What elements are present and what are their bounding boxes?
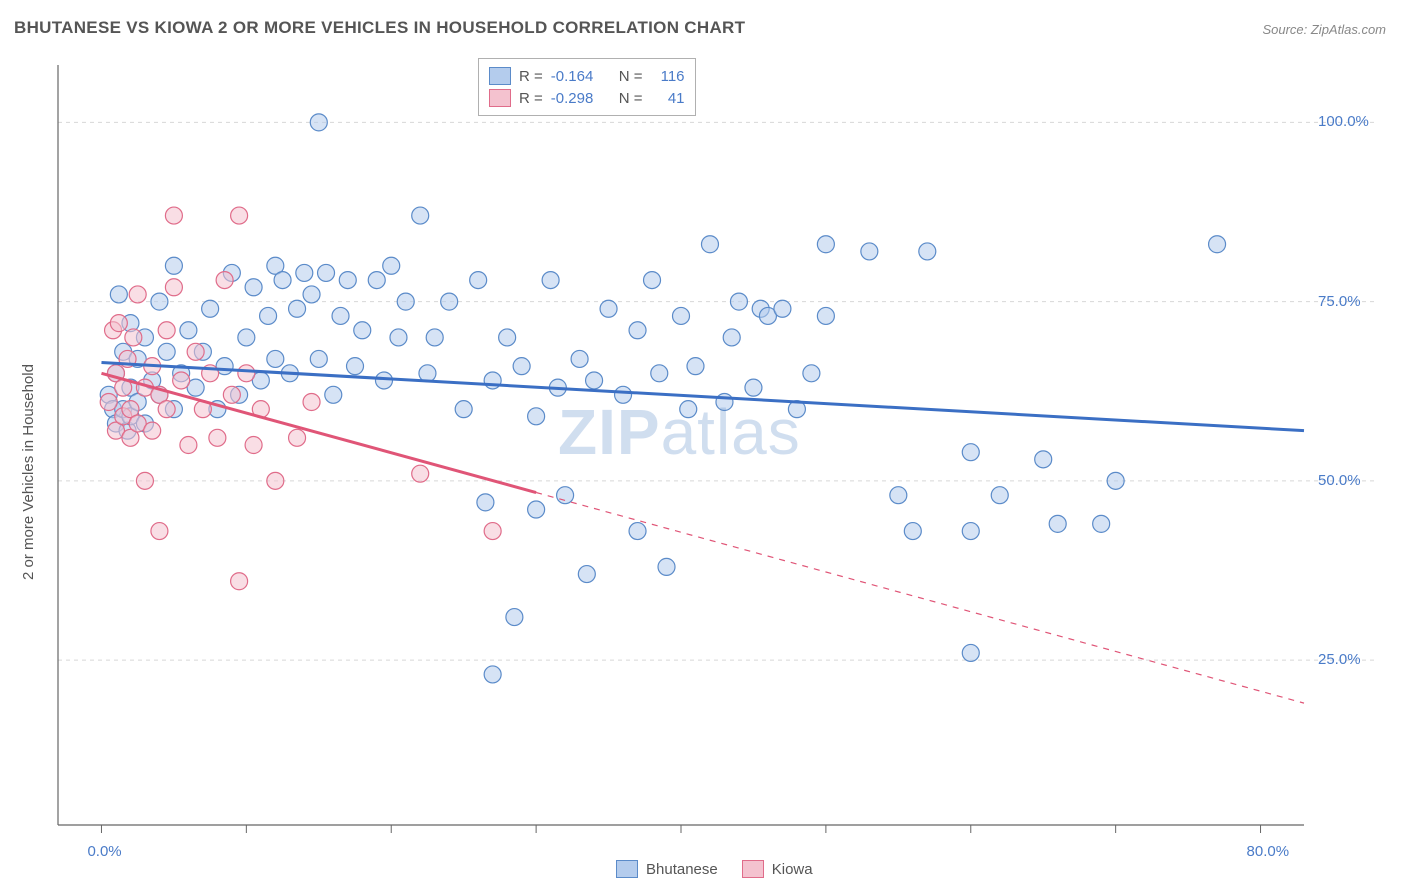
source-attribution: Source: ZipAtlas.com bbox=[1262, 22, 1386, 37]
correlation-chart: ZIPatlas 25.0%50.0%75.0%100.0%0.0%80.0% bbox=[48, 55, 1378, 845]
r-value: -0.298 bbox=[551, 90, 611, 107]
x-tick-label: 0.0% bbox=[87, 843, 121, 860]
chart-title: BHUTANESE VS KIOWA 2 OR MORE VEHICLES IN… bbox=[14, 18, 745, 38]
chart-svg bbox=[48, 55, 1378, 845]
legend-swatch bbox=[616, 860, 638, 878]
n-label: N = bbox=[619, 68, 643, 85]
legend-swatch bbox=[489, 89, 511, 107]
legend-swatch bbox=[742, 860, 764, 878]
stats-legend-row: R = -0.164 N = 116 bbox=[489, 65, 685, 87]
y-tick-label: 75.0% bbox=[1318, 293, 1361, 310]
y-axis-label: 2 or more Vehicles in Household bbox=[20, 364, 37, 580]
r-value: -0.164 bbox=[551, 68, 611, 85]
stats-legend-row: R = -0.298 N = 41 bbox=[489, 87, 685, 109]
y-tick-label: 25.0% bbox=[1318, 651, 1361, 668]
n-value: 116 bbox=[651, 68, 685, 85]
r-label: R = bbox=[519, 68, 543, 85]
y-tick-label: 50.0% bbox=[1318, 472, 1361, 489]
y-tick-label: 100.0% bbox=[1318, 113, 1369, 130]
legend-swatch bbox=[489, 67, 511, 85]
series-label: Bhutanese bbox=[646, 861, 718, 878]
n-value: 41 bbox=[651, 90, 685, 107]
stats-legend: R = -0.164 N = 116 R = -0.298 N = 41 bbox=[478, 58, 696, 116]
series-legend-item: Kiowa bbox=[742, 858, 813, 880]
x-tick-label: 80.0% bbox=[1247, 843, 1290, 860]
r-label: R = bbox=[519, 90, 543, 107]
n-label: N = bbox=[619, 90, 643, 107]
series-legend: Bhutanese Kiowa bbox=[616, 858, 813, 880]
series-label: Kiowa bbox=[772, 861, 813, 878]
series-legend-item: Bhutanese bbox=[616, 858, 718, 880]
